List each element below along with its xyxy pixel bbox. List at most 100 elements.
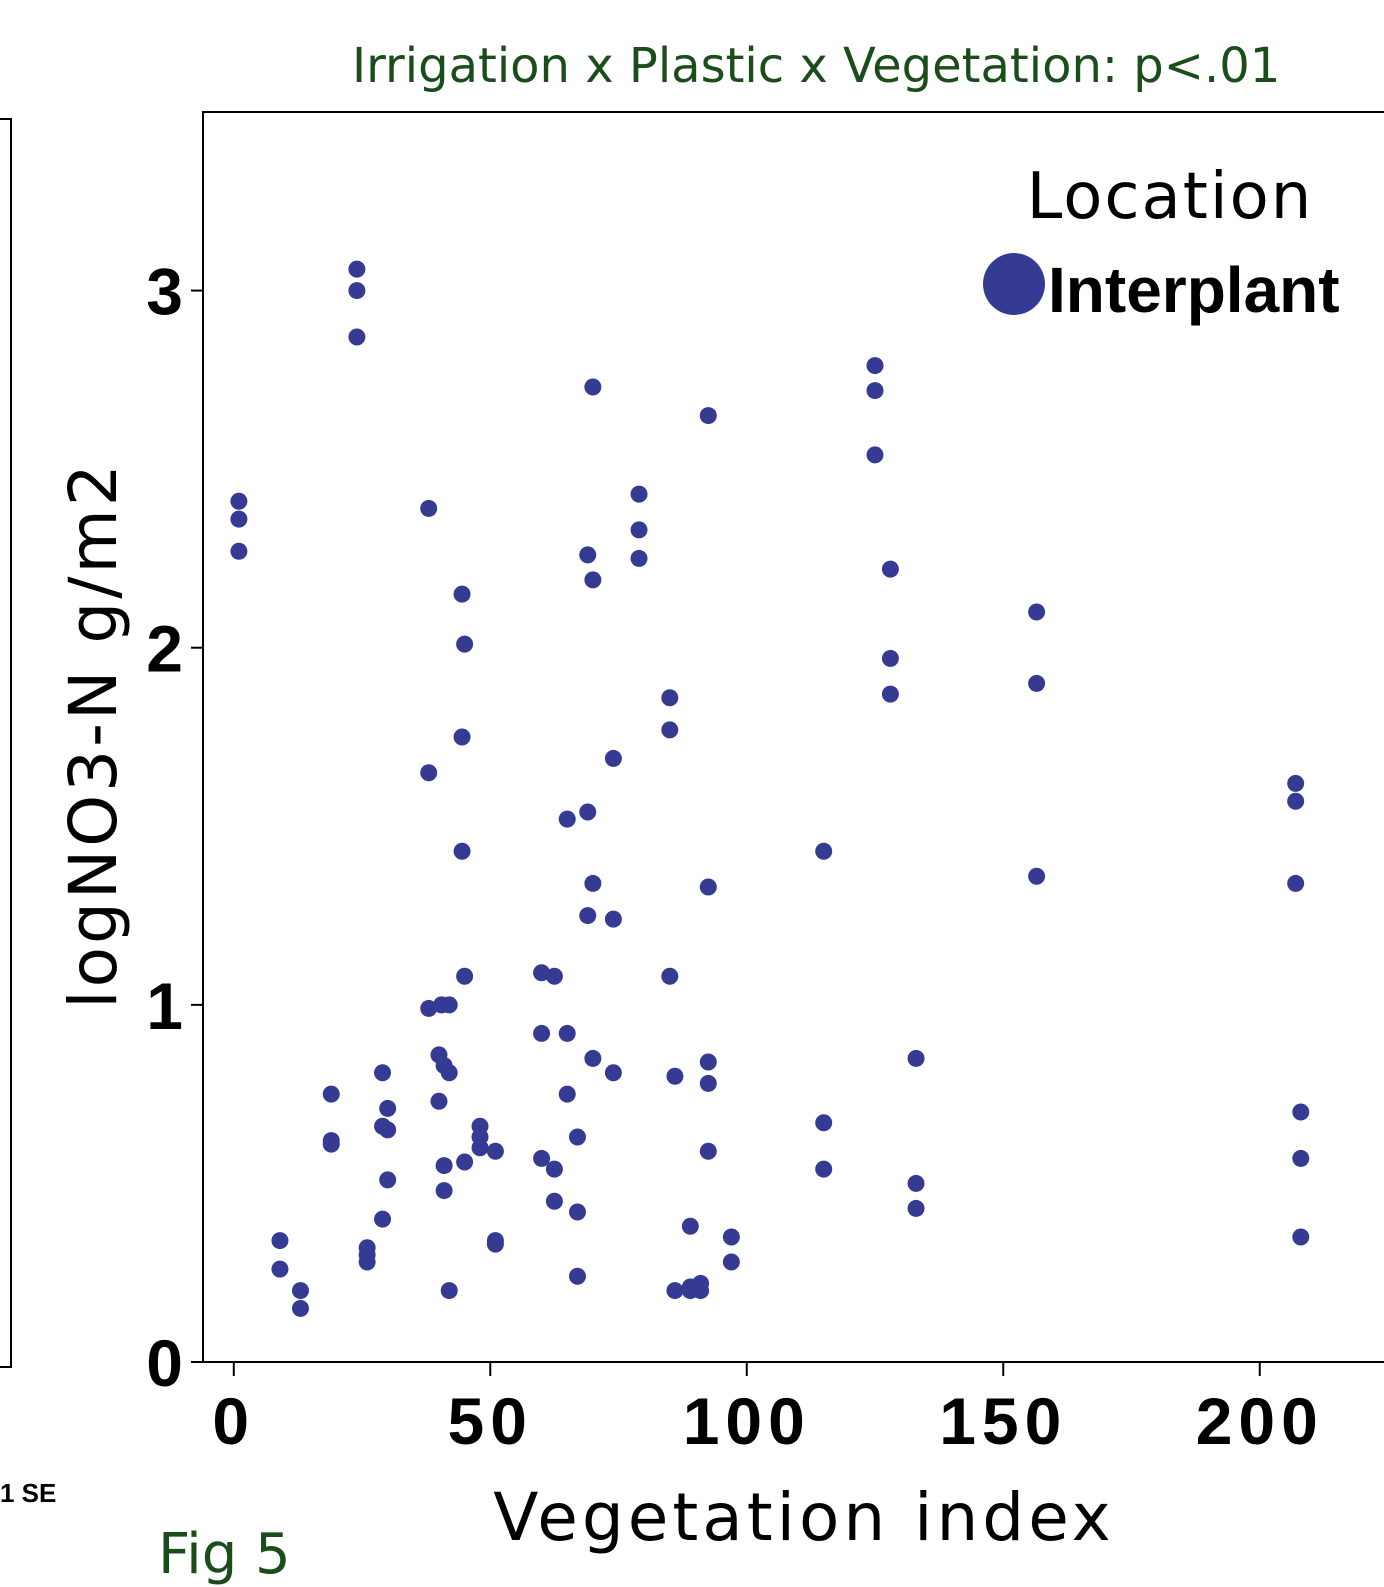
data-point	[604, 910, 622, 928]
y-tick-label: 3	[146, 255, 183, 329]
data-point	[568, 1203, 586, 1221]
legend-marker	[983, 253, 1045, 315]
x-axis-title: Vegetation index	[493, 1479, 1114, 1556]
data-point	[545, 1160, 563, 1178]
data-point	[1292, 1228, 1310, 1246]
data-point	[1287, 792, 1305, 810]
data-point	[866, 357, 884, 375]
data-point	[348, 282, 366, 300]
data-point	[348, 260, 366, 278]
x-tick-label: 0	[212, 1384, 255, 1458]
data-point	[1292, 1149, 1310, 1167]
data-point	[699, 407, 717, 425]
x-tick-label: 50	[448, 1384, 533, 1458]
data-point	[453, 842, 471, 860]
data-point	[379, 1171, 397, 1189]
data-point	[1028, 867, 1046, 885]
x-tick-label: 100	[683, 1384, 811, 1458]
data-point	[271, 1260, 289, 1278]
data-point	[456, 967, 474, 985]
data-point	[584, 874, 602, 892]
data-point	[420, 499, 438, 517]
legend-label: Interplant	[1048, 254, 1340, 326]
data-point	[456, 635, 474, 653]
data-point	[881, 685, 899, 703]
data-point	[866, 446, 884, 464]
data-point	[545, 1192, 563, 1210]
data-point	[453, 728, 471, 746]
data-point	[881, 649, 899, 667]
data-point	[322, 1135, 340, 1153]
data-point	[440, 996, 458, 1014]
data-point	[558, 1085, 576, 1103]
page-title: Irrigation x Plastic x Vegetation: p<.01	[352, 38, 1281, 94]
data-point	[1287, 874, 1305, 892]
data-point	[558, 1024, 576, 1042]
data-point	[456, 1153, 474, 1171]
data-point	[420, 999, 438, 1017]
data-point	[604, 749, 622, 767]
data-point	[1287, 774, 1305, 792]
figure-label: Fig 5	[158, 1522, 291, 1587]
data-point	[453, 585, 471, 603]
data-point	[907, 1199, 925, 1217]
se-note: 1 SE	[0, 1478, 57, 1508]
data-point	[1028, 603, 1046, 621]
data-point	[699, 1053, 717, 1071]
data-point	[230, 542, 248, 560]
data-point	[379, 1099, 397, 1117]
data-point	[699, 1142, 717, 1160]
data-point	[486, 1142, 504, 1160]
data-point	[545, 967, 563, 985]
data-point	[533, 1149, 551, 1167]
data-point	[374, 1064, 392, 1082]
data-point	[291, 1282, 309, 1300]
data-point	[440, 1282, 458, 1300]
data-point	[230, 492, 248, 510]
data-point	[558, 810, 576, 828]
data-point	[815, 1160, 833, 1178]
data-point	[815, 842, 833, 860]
data-point	[584, 571, 602, 589]
data-point	[630, 549, 648, 567]
y-axis-title: logNO3-N g/m2	[55, 461, 132, 1009]
data-point	[692, 1282, 710, 1300]
data-point	[271, 1232, 289, 1250]
y-tick-label: 0	[146, 1326, 183, 1400]
data-point	[604, 1064, 622, 1082]
data-point	[881, 560, 899, 578]
legend-title: Location	[1027, 160, 1314, 234]
data-point	[907, 1049, 925, 1067]
data-point	[568, 1128, 586, 1146]
data-point	[230, 510, 248, 528]
data-point	[374, 1210, 392, 1228]
x-tick-label: 150	[939, 1384, 1067, 1458]
data-point	[661, 689, 679, 707]
x-tick-label: 200	[1196, 1384, 1324, 1458]
y-tick-label: 2	[146, 612, 183, 686]
data-point	[681, 1217, 699, 1235]
data-point	[579, 803, 597, 821]
data-point	[1292, 1103, 1310, 1121]
data-points	[230, 260, 1310, 1317]
data-point	[471, 1139, 489, 1157]
data-point	[815, 1114, 833, 1132]
data-point	[584, 378, 602, 396]
data-point	[630, 485, 648, 503]
data-point	[420, 764, 438, 782]
data-point	[348, 328, 366, 346]
data-point	[699, 878, 717, 896]
data-point	[722, 1253, 740, 1271]
data-point	[584, 1049, 602, 1067]
y-axis: 0 1 2 3	[146, 255, 203, 1400]
plot-frame	[202, 111, 1384, 1363]
data-point	[699, 1074, 717, 1092]
data-point	[435, 1182, 453, 1200]
data-point	[907, 1174, 925, 1192]
data-point	[630, 521, 648, 539]
data-point	[358, 1253, 376, 1271]
data-point	[533, 1024, 551, 1042]
data-point	[579, 546, 597, 564]
data-point	[661, 967, 679, 985]
data-point	[440, 1064, 458, 1082]
